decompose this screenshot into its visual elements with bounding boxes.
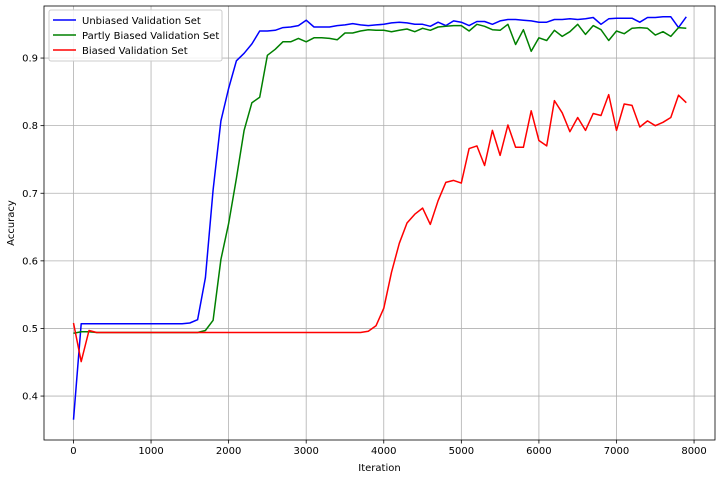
- y-tick-label: 0.5: [22, 324, 38, 335]
- y-tick-label: 0.7: [22, 189, 38, 200]
- x-tick-label: 3000: [293, 446, 318, 457]
- y-tick-label: 0.9: [22, 54, 38, 65]
- x-tick-label: 4000: [371, 446, 396, 457]
- y-tick-label: 0.6: [22, 256, 38, 267]
- legend-label-biased: Biased Validation Set: [82, 46, 188, 57]
- x-axis-label: Iteration: [358, 463, 400, 474]
- grid: [44, 6, 715, 440]
- y-tick-label: 0.8: [22, 121, 38, 132]
- y-tick-label: 0.4: [22, 392, 38, 403]
- x-tick-label: 7000: [604, 446, 629, 457]
- series-line-biased-validation-set: [72, 93, 687, 363]
- y-axis-ticks: 0.4 0.5 0.6 0.7 0.8 0.9: [22, 54, 44, 403]
- x-axis-ticks: 0 1000 2000 3000 4000 5000 6000 7000 8000: [70, 440, 707, 457]
- x-tick-label: 5000: [449, 446, 474, 457]
- series-line-unbiased-validation-set: [72, 16, 687, 420]
- legend: Unbiased Validation Set Partly Biased Va…: [48, 9, 223, 62]
- x-tick-label: 1000: [138, 446, 163, 457]
- y-axis-label: Accuracy: [6, 200, 17, 246]
- x-tick-label: 8000: [681, 446, 706, 457]
- legend-label-partly-biased: Partly Biased Validation Set: [82, 31, 219, 42]
- legend-label-unbiased: Unbiased Validation Set: [82, 16, 201, 27]
- legend-box: [48, 9, 223, 62]
- plot-frame: [43, 5, 716, 441]
- x-tick-label: 0: [70, 446, 76, 457]
- x-tick-label: 6000: [526, 446, 551, 457]
- x-tick-label: 2000: [216, 446, 241, 457]
- series-lines: [72, 16, 687, 420]
